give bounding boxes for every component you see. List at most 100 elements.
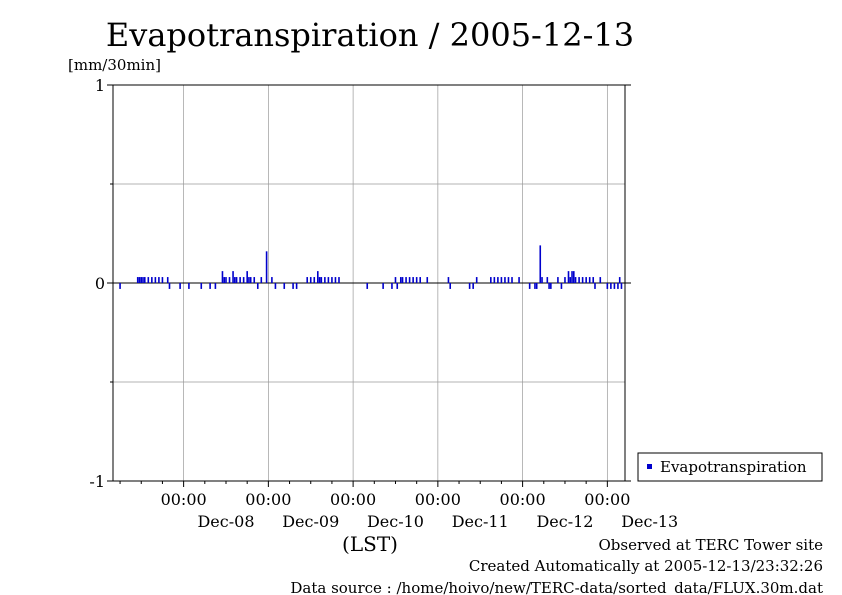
bar: [138, 277, 141, 283]
bar: [143, 277, 146, 283]
bar: [366, 283, 369, 289]
bar: [246, 271, 248, 283]
bar: [234, 277, 236, 283]
bar: [472, 283, 474, 289]
bar: [200, 283, 203, 289]
bar: [426, 277, 429, 283]
bar: [318, 277, 321, 283]
bar: [618, 277, 621, 283]
bar: [613, 283, 616, 289]
bar: [274, 283, 277, 289]
bar: [490, 277, 492, 283]
footer-source: Data source : /home/hoivo/new/TERC-data/…: [290, 579, 823, 595]
y-axis: 1 0 -1: [89, 76, 631, 491]
series-evapotranspiration: [119, 245, 623, 289]
bar: [550, 283, 552, 289]
bar: [401, 277, 404, 283]
bar: [235, 277, 238, 283]
bar: [317, 271, 319, 283]
bar: [265, 251, 268, 283]
bar: [574, 277, 577, 283]
y-tick-label: 0: [95, 274, 105, 293]
bar: [214, 283, 217, 289]
bar: [161, 277, 164, 283]
bar: [158, 277, 160, 283]
bar: [324, 277, 326, 283]
bar: [260, 277, 263, 283]
bar: [228, 277, 231, 283]
footer-site: Observed at TERC Tower site: [598, 536, 823, 554]
bar: [405, 277, 407, 283]
x-tick-date-label: Dec-10: [367, 512, 424, 531]
y-tick-label: -1: [89, 472, 105, 491]
bar: [594, 283, 596, 289]
bar: [541, 277, 543, 283]
bar: [394, 277, 397, 283]
x-tick-time-label: 00:00: [330, 490, 376, 509]
bar: [271, 277, 273, 283]
bar: [588, 277, 591, 283]
bar: [179, 283, 181, 289]
x-tick-time-label: 00:00: [161, 490, 207, 509]
x-tick-time-label: 00:00: [245, 490, 291, 509]
bar: [548, 283, 550, 289]
bar: [209, 283, 211, 289]
x-axis: 00:00 Dec-08 00:00 Dec-09 00:00 Dec-10 00:00 De…: [119, 481, 678, 531]
bar: [232, 271, 234, 283]
bar: [475, 277, 478, 283]
bar: [119, 283, 121, 289]
bar: [221, 271, 224, 283]
chart-title: Evapotranspiration / 2005-12-13: [106, 16, 634, 54]
bar: [334, 277, 337, 283]
bar: [140, 277, 143, 283]
bar: [497, 277, 499, 283]
bar: [571, 271, 573, 283]
y-tick-label: 1: [95, 76, 105, 95]
bar: [154, 277, 157, 283]
bar: [581, 277, 584, 283]
bar: [249, 277, 252, 283]
bar: [408, 277, 411, 283]
bar: [306, 277, 309, 283]
bar: [569, 277, 572, 283]
bar: [534, 283, 536, 289]
bar: [507, 277, 510, 283]
bar: [253, 277, 256, 283]
bar: [599, 277, 602, 283]
bar: [500, 277, 503, 283]
bar: [168, 283, 171, 289]
bar: [239, 277, 241, 283]
bar: [166, 277, 169, 283]
bar: [511, 277, 513, 283]
bar: [539, 245, 542, 283]
bar: [225, 277, 227, 283]
bar: [610, 283, 612, 289]
x-tick-time-label: 00:00: [500, 490, 546, 509]
bar: [585, 277, 587, 283]
bar: [518, 277, 520, 283]
bar: [493, 277, 496, 283]
x-axis-label: (LST): [342, 532, 398, 556]
bar: [320, 277, 323, 283]
bar: [578, 277, 580, 283]
bar: [557, 277, 559, 283]
bar: [242, 277, 245, 283]
legend-box: [637, 452, 823, 482]
x-tick-time-label: 00:00: [584, 490, 630, 509]
bar: [449, 283, 452, 289]
bar: [573, 271, 575, 283]
bar: [248, 277, 250, 283]
bar: [295, 283, 298, 289]
x-tick-date-label: Dec-09: [282, 512, 339, 531]
bar: [136, 277, 139, 283]
bar: [447, 277, 450, 283]
bar: [338, 277, 340, 283]
bar: [399, 277, 402, 283]
legend: Evapotranspiration: [637, 452, 823, 482]
bar: [528, 283, 531, 289]
x-tick-date-label: Dec-08: [197, 512, 254, 531]
x-tick-date-label: Dec-12: [536, 512, 593, 531]
bar: [620, 283, 623, 289]
bar: [327, 277, 330, 283]
